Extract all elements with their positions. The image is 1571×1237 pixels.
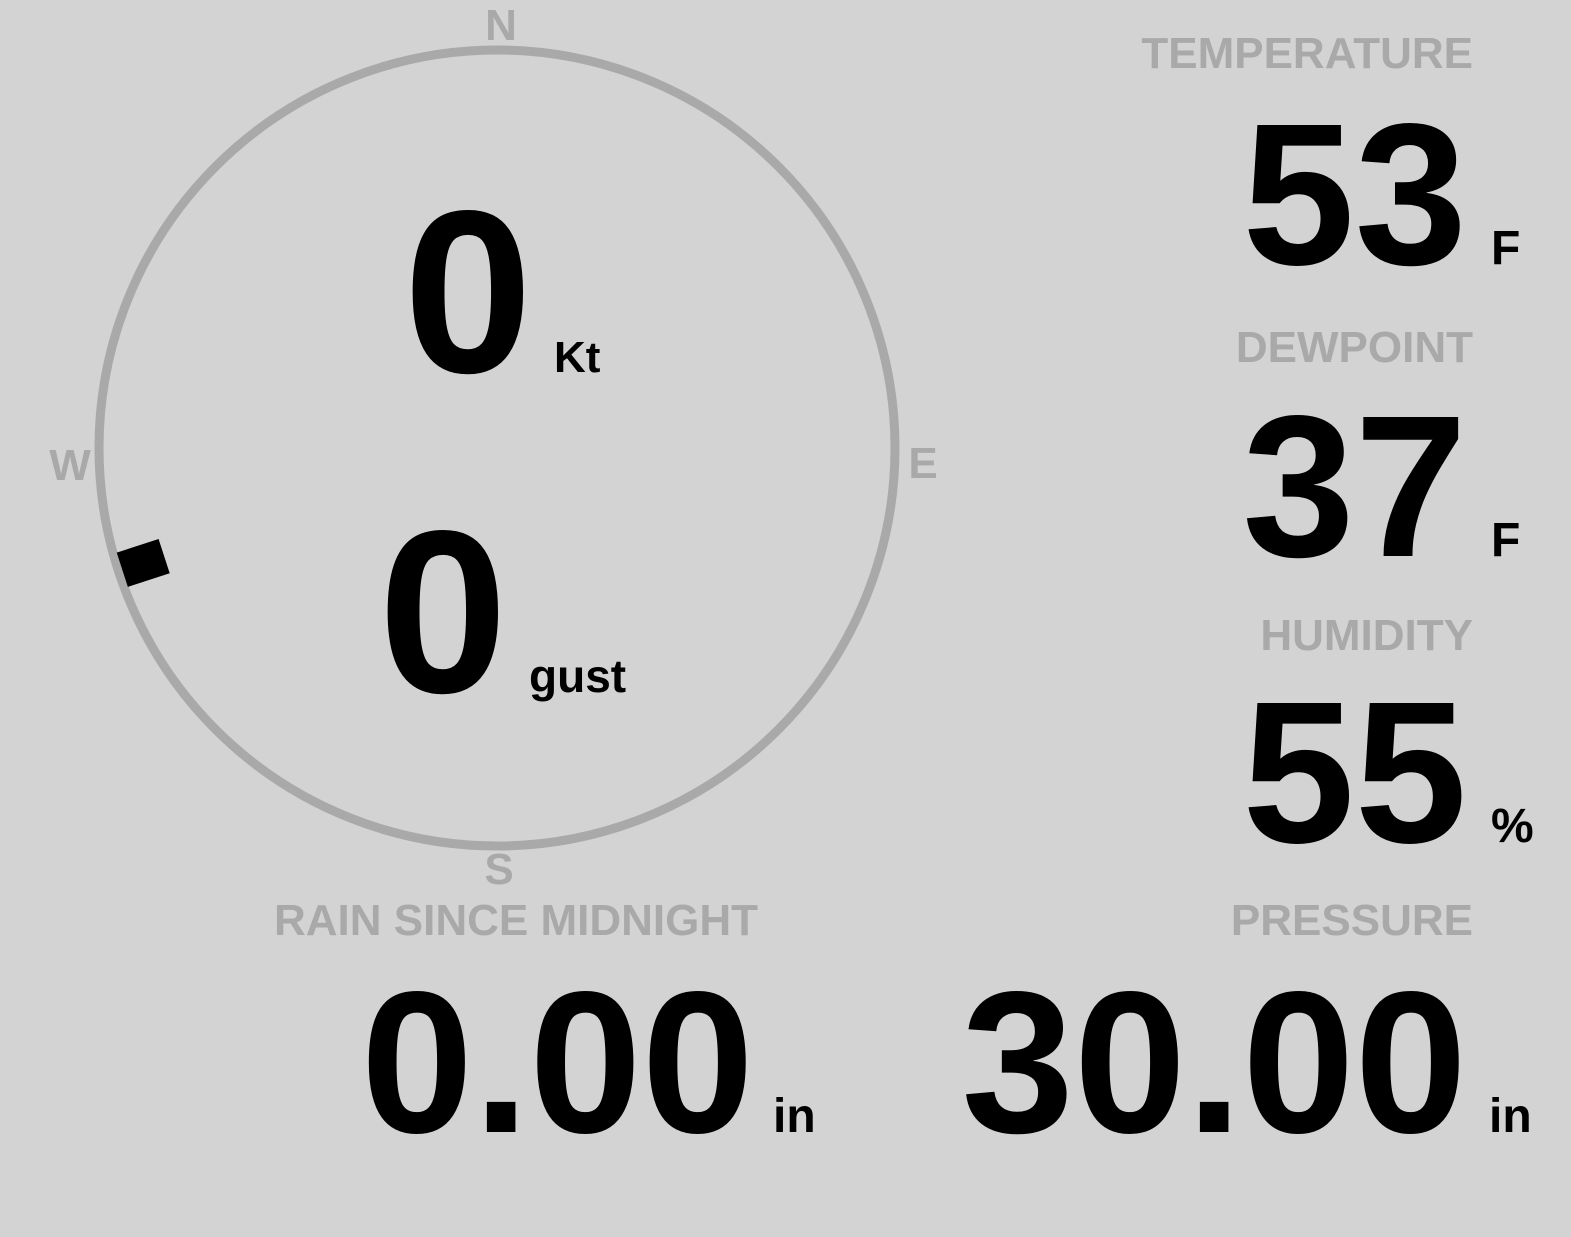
rain-unit: in: [773, 1090, 816, 1143]
pressure-unit: in: [1489, 1090, 1532, 1143]
pressure-value: 30.00: [962, 949, 1468, 1175]
temperature-label: TEMPERATURE: [1141, 29, 1473, 78]
rain-label: RAIN SINCE MIDNIGHT: [274, 896, 758, 945]
wind-direction-marker: [116, 539, 170, 587]
compass-north: N: [485, 1, 517, 50]
pressure-label: PRESSURE: [1231, 896, 1473, 945]
dewpoint-value: 37: [1242, 373, 1467, 599]
compass-west: W: [49, 441, 91, 490]
dewpoint-panel: DEWPOINT 37 F: [1236, 323, 1520, 599]
wind-gust-value: 0: [378, 483, 507, 742]
compass-south: S: [484, 845, 513, 894]
compass-ring: [94, 45, 900, 851]
wind-gust-unit: gust: [529, 650, 626, 702]
temperature-unit: F: [1491, 222, 1520, 275]
humidity-panel: HUMIDITY 55 %: [1242, 611, 1533, 885]
temperature-panel: TEMPERATURE 53 F: [1141, 29, 1520, 307]
pressure-panel: PRESSURE 30.00 in: [962, 896, 1532, 1175]
humidity-label: HUMIDITY: [1260, 611, 1473, 660]
dewpoint-label: DEWPOINT: [1236, 323, 1473, 372]
wind-speed-unit: Kt: [554, 333, 601, 382]
humidity-value: 55: [1242, 659, 1467, 885]
wind-compass: N E S W 0 Kt 0 gust: [49, 1, 937, 894]
rain-value: 0.00: [361, 949, 754, 1175]
temperature-value: 53: [1242, 81, 1467, 307]
dewpoint-unit: F: [1491, 514, 1520, 567]
rain-panel: RAIN SINCE MIDNIGHT 0.00 in: [274, 896, 816, 1175]
compass-east: E: [908, 439, 937, 488]
wind-speed-value: 0: [403, 163, 532, 422]
humidity-unit: %: [1491, 800, 1534, 853]
